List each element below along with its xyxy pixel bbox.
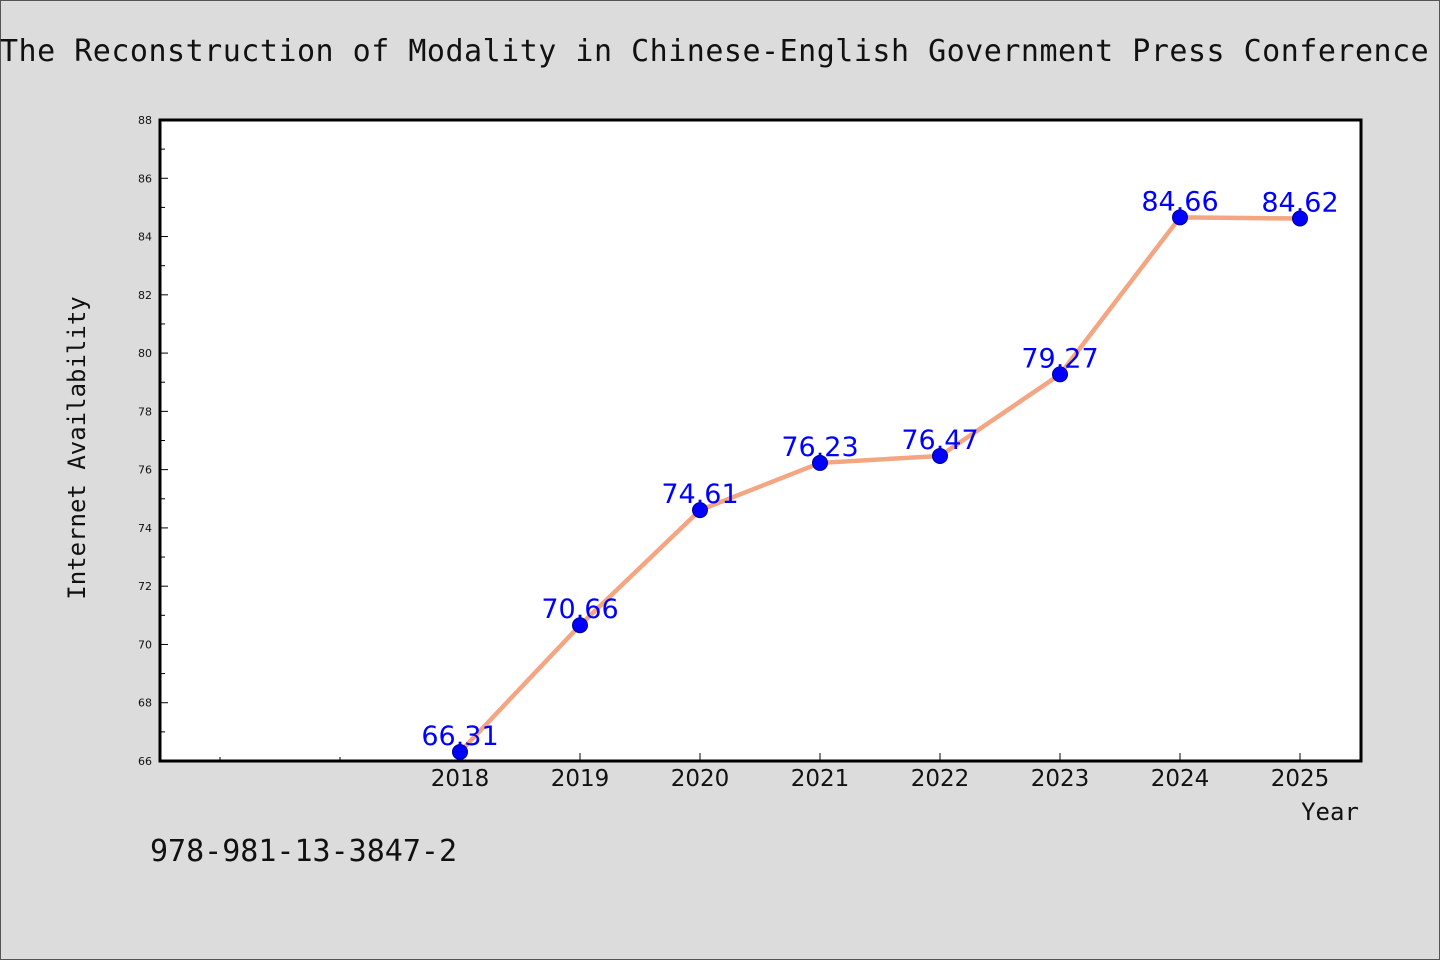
data-point xyxy=(812,454,828,471)
data-label: 66.31 xyxy=(421,721,498,752)
y-tick-label: 72 xyxy=(138,580,152,593)
series-group: 66.31 70.66 74.61 76.23 76.47 79.27 84.66 84.62 xyxy=(421,186,1339,760)
y-tick-label: 86 xyxy=(138,172,152,185)
x-tick-label: 2022 xyxy=(911,766,970,792)
data-point xyxy=(452,743,468,760)
data-label: 79.27 xyxy=(1021,343,1098,374)
data-label: 74.61 xyxy=(661,479,738,510)
y-tick-label: 84 xyxy=(138,231,152,244)
data-point xyxy=(1172,209,1188,226)
data-point xyxy=(1292,210,1308,227)
data-label: 84.62 xyxy=(1261,187,1338,218)
y-tick-label: 76 xyxy=(138,464,152,477)
y-axis-label: Internet Availability xyxy=(63,296,91,599)
y-tick-label: 78 xyxy=(138,405,152,418)
data-point xyxy=(1052,366,1068,383)
chart-title: The Reconstruction of Modality in Chines… xyxy=(0,34,1440,69)
x-tick-label: 2019 xyxy=(551,766,610,792)
x-axis-label: Year xyxy=(1301,798,1359,826)
x-tick-label: 2023 xyxy=(1031,766,1090,792)
y-tick-label: 88 xyxy=(138,114,152,127)
x-tick-label: 2021 xyxy=(791,766,850,792)
isbn-text: 978-981-13-3847-2 xyxy=(150,834,458,869)
data-label: 70.66 xyxy=(541,594,618,625)
data-label: 84.66 xyxy=(1141,186,1218,217)
y-axis-ticks: 66 68 70 72 74 76 78 80 82 84 86 88 xyxy=(138,114,168,768)
y-tick-label: 82 xyxy=(138,289,152,302)
y-tick-label: 80 xyxy=(138,347,152,360)
data-label: 76.47 xyxy=(901,425,978,456)
y-tick-label: 68 xyxy=(138,697,152,710)
series-line xyxy=(458,215,1301,754)
data-point xyxy=(932,447,948,464)
x-axis-ticks: 2018 2019 2020 2021 2022 2023 2024 2025 xyxy=(219,753,1330,792)
x-tick-label: 2024 xyxy=(1151,766,1210,792)
x-tick-label: 2025 xyxy=(1271,766,1330,792)
x-tick-label: 2018 xyxy=(431,766,490,792)
y-tick-label: 66 xyxy=(138,755,152,768)
plot-area xyxy=(158,118,1363,763)
x-tick-label: 2020 xyxy=(671,766,730,792)
data-label: 76.23 xyxy=(781,432,858,463)
y-tick-label: 70 xyxy=(138,638,152,651)
y-tick-label: 74 xyxy=(138,522,152,535)
data-point xyxy=(572,617,588,634)
data-point xyxy=(692,502,708,519)
